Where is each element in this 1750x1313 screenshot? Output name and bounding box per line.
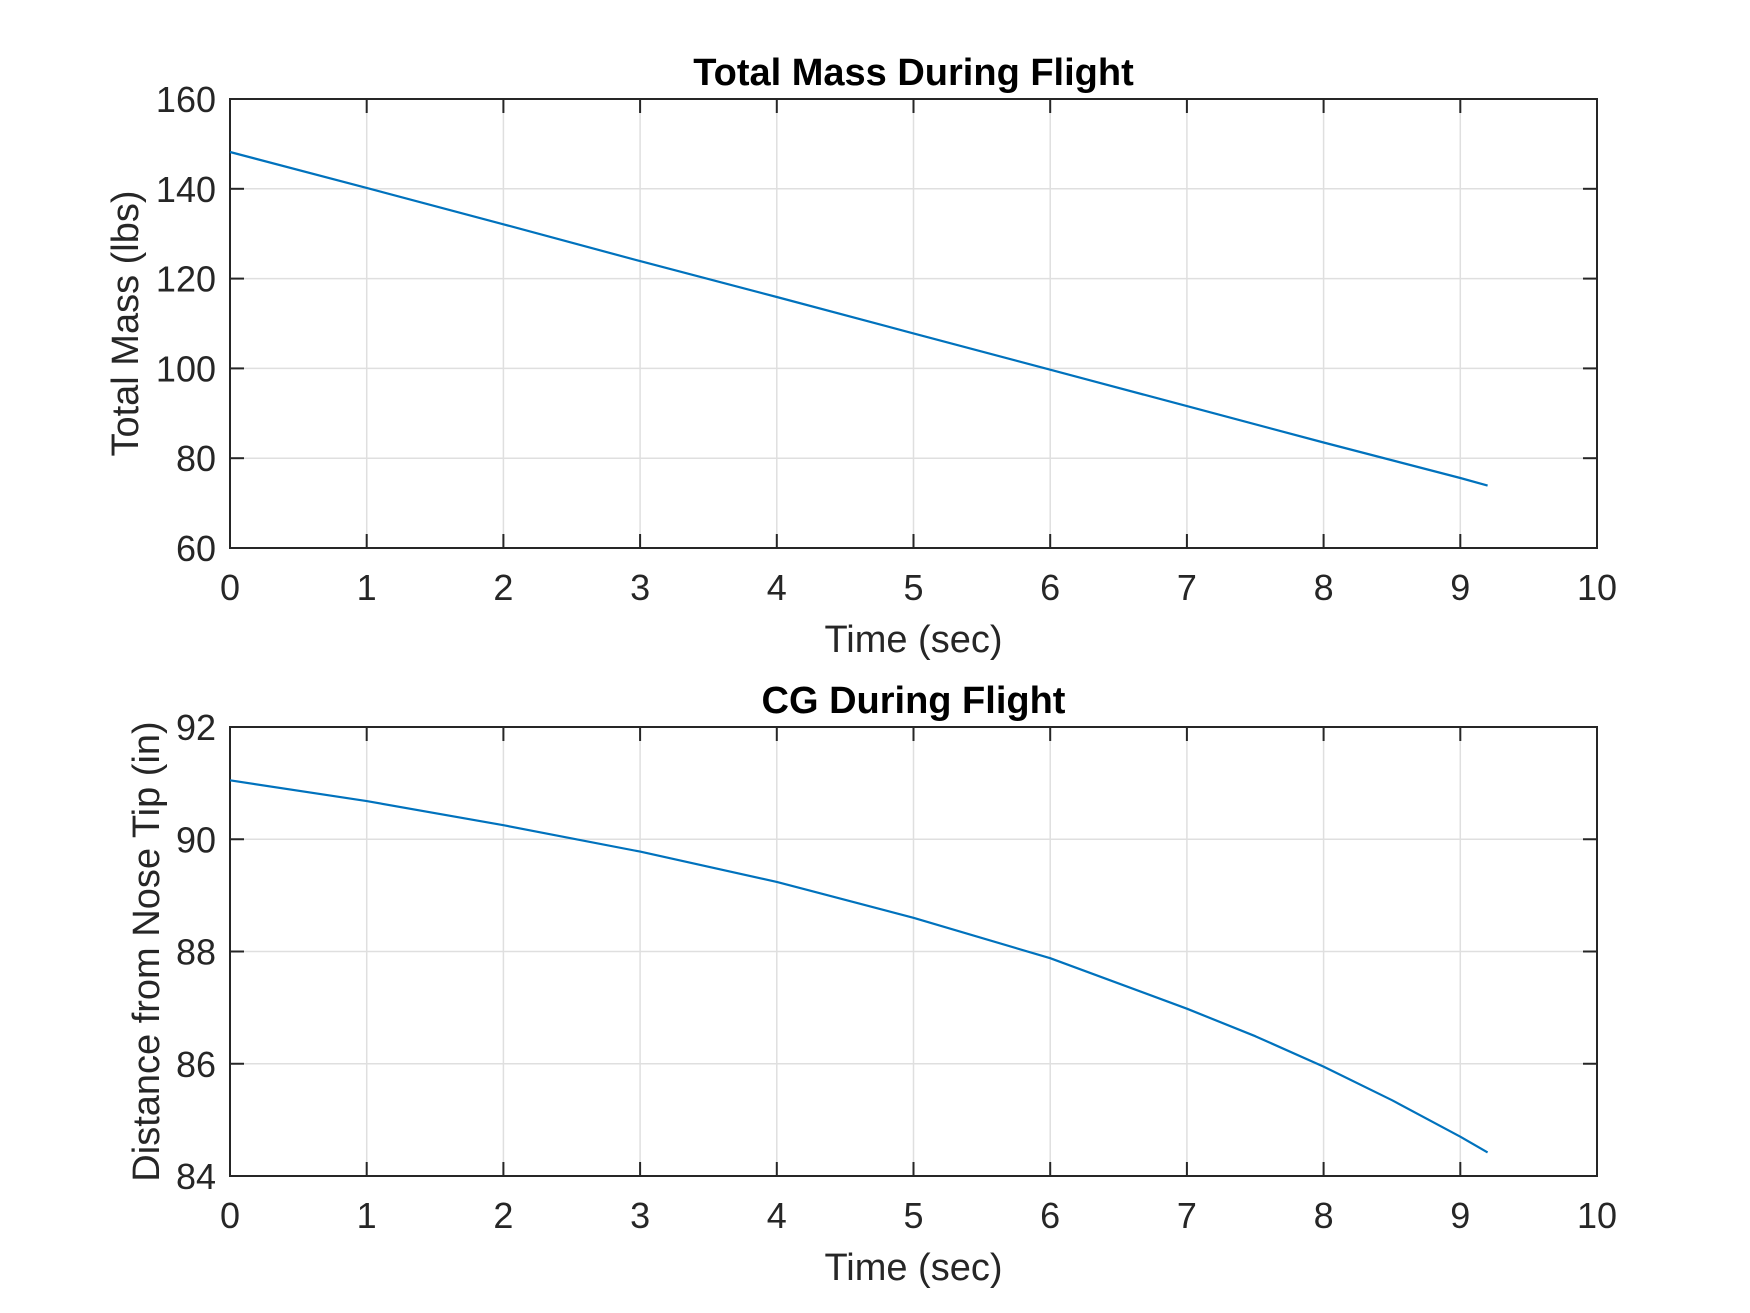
mass-x-tick-label: 8 bbox=[1314, 567, 1334, 608]
mass-x-tick-label: 0 bbox=[220, 567, 240, 608]
mass-x-axis-label: Time (sec) bbox=[824, 619, 1002, 661]
cg-x-tick-label: 10 bbox=[1577, 1195, 1617, 1236]
mass-y-tick-label: 80 bbox=[176, 438, 216, 479]
cg-y-tick-label: 88 bbox=[176, 932, 216, 973]
cg-x-tick-label: 5 bbox=[903, 1195, 923, 1236]
cg-x-axis-label: Time (sec) bbox=[824, 1247, 1002, 1289]
cg-x-tick-label: 7 bbox=[1177, 1195, 1197, 1236]
cg-x-tick-label: 1 bbox=[357, 1195, 377, 1236]
mass-x-tick-label: 10 bbox=[1577, 567, 1617, 608]
mass-y-tick-label: 100 bbox=[156, 348, 216, 389]
cg-subplot: 0 1 2 3 4 5 6 7 8 9 10 84 86 88 90 92 CG During Flight Ti… bbox=[126, 680, 1617, 1289]
cg-x-tick-label: 2 bbox=[493, 1195, 513, 1236]
mass-x-tick-label: 5 bbox=[903, 567, 923, 608]
cg-series-line bbox=[229, 779, 1489, 1154]
mass-x-tick-label: 4 bbox=[767, 567, 787, 608]
mass-subplot: 0 1 2 3 4 5 6 7 8 9 10 60 80 100 120 140 160 Total Mass D… bbox=[105, 52, 1617, 661]
mass-y-tick-label: 120 bbox=[156, 259, 216, 300]
mass-y-tick-label: 140 bbox=[156, 169, 216, 210]
cg-x-tick-label: 8 bbox=[1314, 1195, 1334, 1236]
mass-y-tick-label: 60 bbox=[176, 528, 216, 569]
mass-x-tick-label: 1 bbox=[357, 567, 377, 608]
cg-x-tick-label: 4 bbox=[767, 1195, 787, 1236]
mass-x-tick-label: 7 bbox=[1177, 567, 1197, 608]
mass-x-tick-label: 3 bbox=[630, 567, 650, 608]
mass-x-tick-label: 6 bbox=[1040, 567, 1060, 608]
cg-y-axis-label: Distance from Nose Tip (in) bbox=[126, 721, 168, 1181]
mass-x-tick-label: 2 bbox=[493, 567, 513, 608]
cg-x-tick-label: 9 bbox=[1450, 1195, 1470, 1236]
mass-series-line bbox=[229, 150, 1488, 487]
cg-y-tick-label: 90 bbox=[176, 819, 216, 860]
cg-chart-title: CG During Flight bbox=[762, 680, 1066, 722]
cg-y-tick-label: 86 bbox=[176, 1044, 216, 1085]
mass-y-axis-label: Total Mass (lbs) bbox=[105, 190, 147, 456]
cg-x-tick-label: 3 bbox=[630, 1195, 650, 1236]
cg-y-tick-label: 92 bbox=[176, 707, 216, 748]
mass-x-tick-label: 9 bbox=[1450, 567, 1470, 608]
cg-y-tick-label: 84 bbox=[176, 1156, 216, 1197]
mass-chart-title: Total Mass During Flight bbox=[693, 52, 1134, 94]
mass-y-tick-label: 160 bbox=[156, 79, 216, 120]
cg-x-tick-label: 6 bbox=[1040, 1195, 1060, 1236]
cg-x-tick-label: 0 bbox=[220, 1195, 240, 1236]
